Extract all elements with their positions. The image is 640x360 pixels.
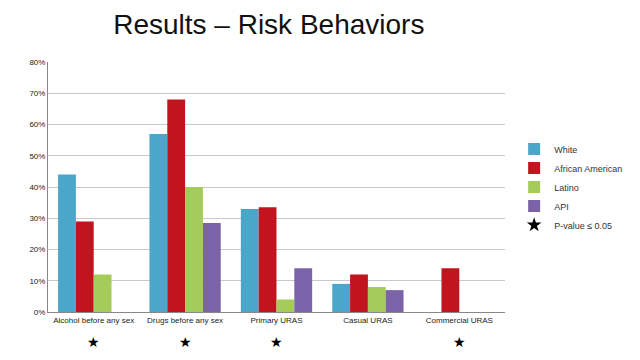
svg-text:80%: 80% [29, 58, 45, 67]
svg-text:★: ★ [270, 334, 283, 350]
svg-text:20%: 20% [29, 245, 45, 254]
svg-text:40%: 40% [29, 183, 45, 192]
svg-text:★: ★ [453, 334, 466, 350]
svg-text:Primary URAS: Primary URAS [250, 316, 302, 325]
svg-text:50%: 50% [29, 152, 45, 161]
svg-text:0%: 0% [34, 308, 46, 317]
svg-text:P-value ≤ 0.05: P-value ≤ 0.05 [554, 221, 612, 231]
svg-text:10%: 10% [29, 277, 45, 286]
svg-text:60%: 60% [29, 120, 45, 129]
svg-text:Casual URAS: Casual URAS [343, 316, 392, 325]
svg-text:★: ★ [87, 334, 100, 350]
svg-text:Latino: Latino [554, 183, 579, 193]
svg-text:Results – Risk Behaviors: Results – Risk Behaviors [113, 9, 424, 40]
svg-text:African American: African American [554, 164, 622, 174]
svg-text:Commercial URAS: Commercial URAS [426, 316, 493, 325]
svg-text:★: ★ [179, 334, 192, 350]
svg-text:API: API [554, 202, 569, 212]
svg-text:30%: 30% [29, 214, 45, 223]
svg-text:Drugs before any sex: Drugs before any sex [147, 316, 223, 325]
svg-text:Alcohol before any sex: Alcohol before any sex [53, 316, 134, 325]
svg-text:70%: 70% [29, 89, 45, 98]
svg-text:White: White [554, 145, 577, 155]
